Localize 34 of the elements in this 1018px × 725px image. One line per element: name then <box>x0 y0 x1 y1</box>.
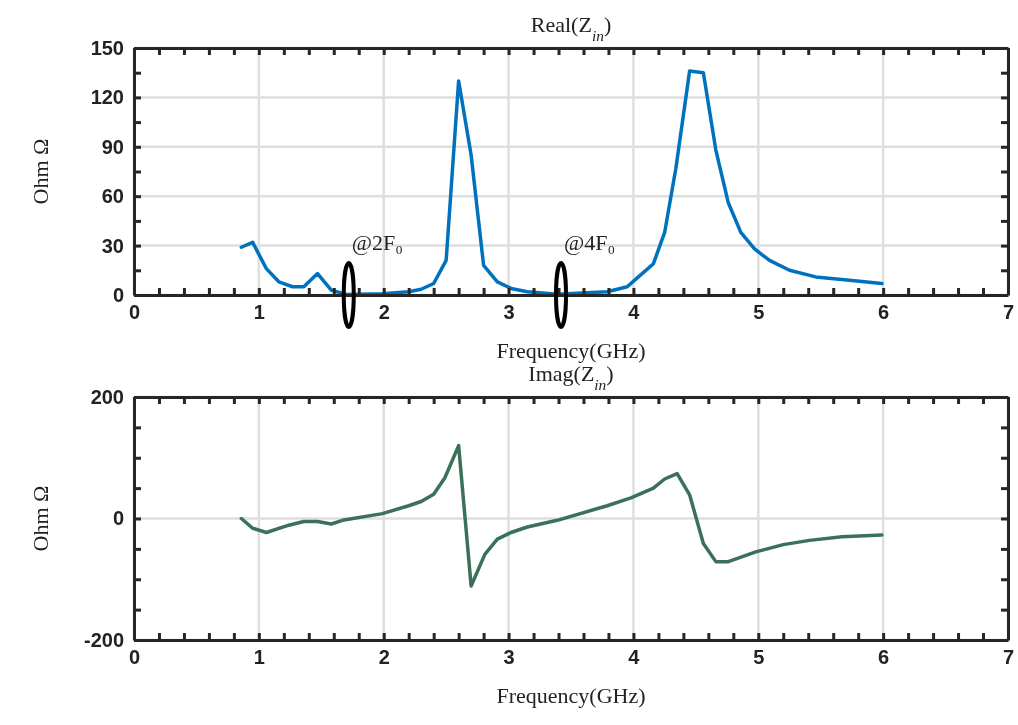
x-tick-label: 2 <box>378 301 390 324</box>
x-tick-label: 1 <box>253 646 265 669</box>
y-tick-label: 60 <box>101 185 124 208</box>
x-axis-title: Frequency(GHz) <box>496 683 646 708</box>
y-tick-label: 200 <box>90 385 124 408</box>
y-tick-label: -200 <box>83 628 124 651</box>
line-series <box>239 69 884 297</box>
x-tick-label: 5 <box>753 646 765 669</box>
x-tick-label: 6 <box>878 646 890 669</box>
y-tick-label: 150 <box>90 36 124 59</box>
x-tick-label: 2 <box>378 646 390 669</box>
y-axis-title: Ohm Ω <box>28 485 53 552</box>
x-tick-label: 7 <box>1002 646 1015 669</box>
x-tick-label: 4 <box>628 646 641 669</box>
x-tick-label: 7 <box>1002 301 1015 324</box>
y-tick-label: 120 <box>90 86 124 109</box>
x-tick-label: 3 <box>503 301 515 324</box>
x-tick-label: 1 <box>253 301 265 324</box>
x-tick-label: 5 <box>753 301 765 324</box>
y-tick-label: 90 <box>101 135 124 158</box>
annotation: @4F₀ <box>564 230 616 255</box>
x-axis-title: Frequency(GHz) <box>496 338 646 363</box>
x-tick-label: 0 <box>128 301 141 324</box>
x-tick-label: 0 <box>128 646 141 669</box>
y-tick-label: 0 <box>112 283 124 306</box>
chart-title: Real(Z$_{in}$) <box>530 12 612 44</box>
y-tick-label: 30 <box>101 234 124 257</box>
x-tick-label: 3 <box>503 646 515 669</box>
y-axis-title: Ohm Ω <box>28 138 53 205</box>
x-tick-label: 6 <box>878 301 890 324</box>
y-tick-label: 0 <box>112 507 124 530</box>
line-series <box>239 443 884 588</box>
x-tick-label: 4 <box>628 301 641 324</box>
annotation: @2F₀ <box>351 230 403 255</box>
